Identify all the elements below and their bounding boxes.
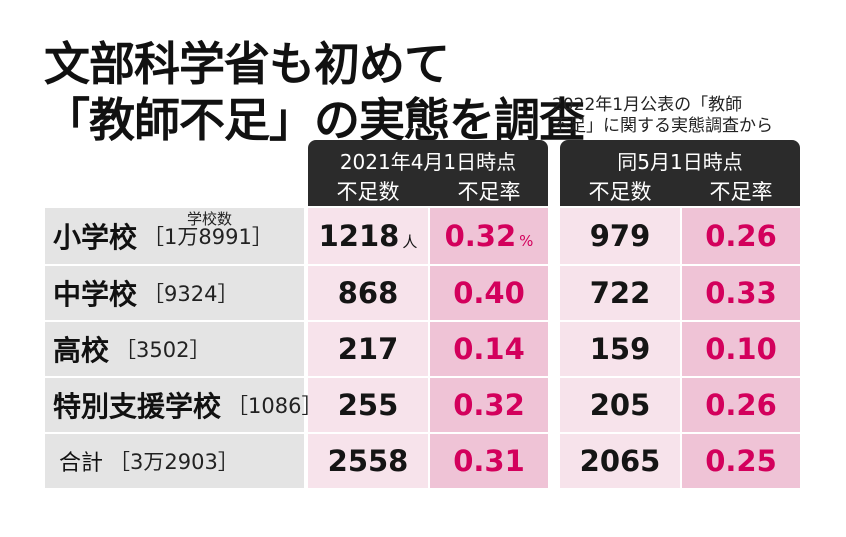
cell-value: 255 — [337, 388, 399, 422]
title-line: 「教師不足」の実態を調査 — [44, 93, 585, 147]
cell-value: 0.31 — [453, 444, 525, 478]
cell-value: 205 — [589, 388, 651, 422]
school-type: 高校 — [53, 334, 110, 367]
school-count: ［1万8991］ — [143, 225, 273, 249]
column-header: 不足数 — [588, 180, 652, 204]
table-cell: 2065 — [560, 434, 680, 488]
table-cell: 868 — [308, 266, 428, 320]
cell-value: 0.33 — [705, 276, 777, 310]
cell-value: 722 — [589, 276, 651, 310]
row-label: 高校 ［3502］ — [45, 322, 304, 376]
school-type: 特別支援学校 — [53, 390, 222, 423]
table-cell: 255 — [308, 378, 428, 432]
cell-value: 979 — [589, 219, 651, 253]
table-cell: 0.33 — [682, 266, 800, 320]
cell-value: 2065 — [579, 444, 661, 478]
title-line: 文部科学省も初めて — [44, 37, 450, 91]
school-count: ［9324］ — [143, 282, 239, 306]
cell-value: 0.40 — [453, 276, 525, 310]
school-type: 中学校 — [53, 278, 138, 311]
table-cell: 0.32% — [430, 208, 548, 264]
cell-value: 0.32 — [453, 388, 525, 422]
row-label: 合計 ［3万2903］ — [45, 434, 304, 488]
school-count-label: 学校数 — [187, 210, 233, 228]
school-count: ［1086］ — [227, 394, 323, 418]
table-cell: 0.14 — [430, 322, 548, 376]
cell-value: 159 — [589, 332, 651, 366]
cell-value: 868 — [337, 276, 399, 310]
row-label: 中学校 ［9324］ — [45, 266, 304, 320]
cell-value: 217 — [337, 332, 399, 366]
cell-value: 0.14 — [453, 332, 525, 366]
group-label: 2021年4月1日時点 — [339, 150, 517, 174]
table-cell: 722 — [560, 266, 680, 320]
table-cell: 0.32 — [430, 378, 548, 432]
table-cell: 0.10 — [682, 322, 800, 376]
table-cell: 0.25 — [682, 434, 800, 488]
table-cell: 979 — [560, 208, 680, 264]
unit: % — [519, 232, 534, 250]
school-type: 合計 — [59, 451, 104, 476]
table-cell: 0.26 — [682, 378, 800, 432]
subtitle-line: 2022年1月公表の「教師 — [552, 95, 743, 115]
cell-value: 0.10 — [705, 332, 777, 366]
group-label: 同5月1日時点 — [617, 150, 743, 174]
table-cell: 0.40 — [430, 266, 548, 320]
table-cell: 0.26 — [682, 208, 800, 264]
column-header: 不足数 — [336, 180, 400, 204]
group-header: 同5月1日時点不足数 不足率 — [560, 140, 800, 206]
group-header: 2021年4月1日時点 不足数 不足率 — [308, 140, 548, 206]
cell-value: 0.32 — [444, 219, 517, 253]
table-cell: 217 — [308, 322, 428, 376]
row-label: 小学校 ［1万8991］ 学校数 — [45, 208, 304, 264]
column-header: 不足率 — [457, 180, 521, 204]
school-count: ［3万2903］ — [109, 450, 239, 474]
table-cell: 1218 人 — [308, 208, 428, 264]
school-type: 小学校 — [53, 221, 138, 254]
unit: 人 — [402, 232, 418, 251]
cell-value: 0.26 — [705, 219, 777, 253]
subtitle-line: 不足」に関する実態調査から — [552, 116, 773, 136]
table-cell: 2558 — [308, 434, 428, 488]
cell-value: 2558 — [327, 444, 409, 478]
cell-value: 0.25 — [705, 444, 777, 478]
table-cell: 0.31 — [430, 434, 548, 488]
table-cell: 205 — [560, 378, 680, 432]
cell-value: 0.26 — [705, 388, 777, 422]
school-count: ［3502］ — [115, 338, 211, 362]
cell-value: 1218 — [318, 219, 400, 253]
table-cell: 159 — [560, 322, 680, 376]
row-label: 特別支援学校 ［1086］ — [45, 378, 322, 432]
column-header: 不足率 — [709, 180, 773, 204]
